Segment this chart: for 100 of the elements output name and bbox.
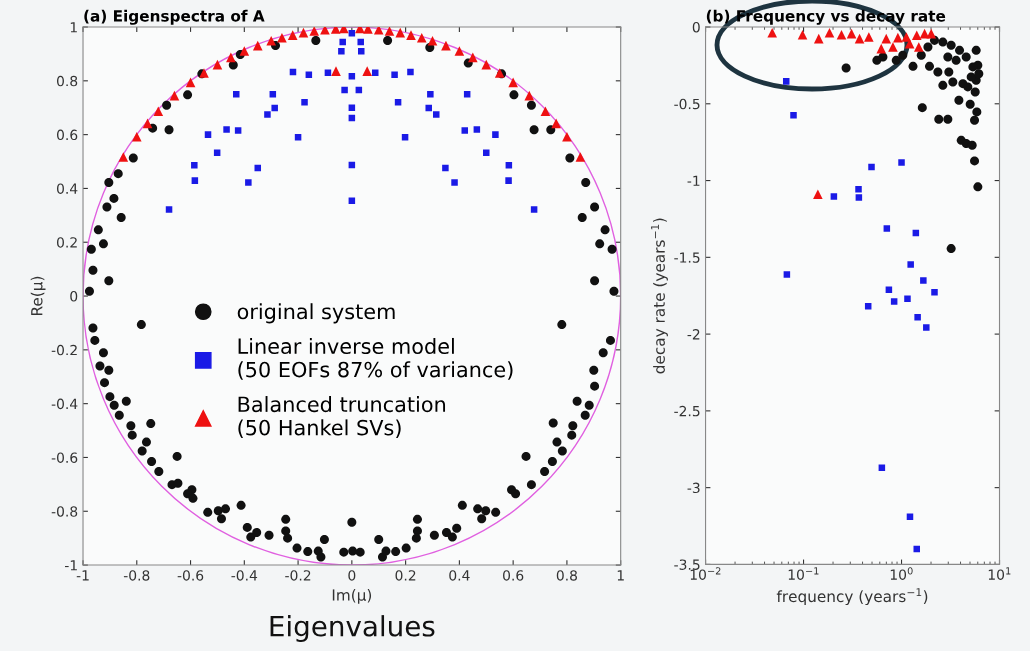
text: Eigenvalues (270, 615, 435, 642)
point (373, 27, 384, 35)
x-tick-label: -0.6 (177, 570, 204, 581)
x-tick-label: 1 (617, 570, 624, 581)
y-tick-label: -1 (687, 175, 700, 186)
x-axis-title: Im(μ) (332, 588, 372, 604)
x-tick-label: 0.8 (556, 570, 578, 581)
point (406, 30, 416, 40)
y-tick-label: -0.5 (674, 98, 700, 110)
point (371, 69, 379, 77)
y-tick-label: -2 (687, 329, 700, 340)
point (348, 104, 356, 111)
point (252, 40, 263, 51)
point (524, 90, 535, 101)
point (226, 52, 236, 63)
y-tick-label: -0.8 (51, 506, 78, 517)
point (264, 111, 271, 118)
point (324, 69, 332, 77)
point (463, 91, 471, 98)
y-tick-label: -3 (687, 482, 700, 494)
point (341, 86, 348, 94)
point (505, 162, 513, 169)
point (562, 131, 572, 142)
point (363, 27, 373, 34)
point (305, 71, 313, 78)
point (468, 52, 478, 63)
y-tick-label: -1.5 (674, 252, 700, 263)
point (339, 38, 346, 46)
x-tick-label: 0.4 (449, 570, 470, 581)
point (239, 46, 250, 56)
x-tick-label: 0.6 (503, 570, 524, 581)
point (232, 91, 240, 98)
x-tick-label: 10$^{1}$ (988, 567, 1011, 580)
point (153, 106, 164, 117)
point (481, 59, 492, 70)
point (505, 177, 512, 184)
point (131, 131, 142, 142)
point (357, 38, 364, 46)
point (483, 149, 490, 156)
point (362, 66, 372, 76)
legend-label: Linear inverse model (50 EOFs 87% of variance) (238, 337, 513, 380)
y-axis-title: Re(μ) (30, 276, 46, 316)
y-axis-title: decay rate (years$^{−1}$) (651, 218, 668, 374)
y-tick-label: 0.8 (56, 75, 78, 87)
point (118, 152, 129, 162)
point (530, 206, 538, 213)
point (338, 47, 345, 55)
legend-label: original system (237, 303, 395, 324)
point (395, 27, 406, 38)
point (575, 152, 586, 162)
y-tick-label: -0.4 (51, 398, 78, 410)
point (358, 47, 365, 55)
point (191, 162, 198, 169)
point (508, 77, 518, 88)
point (427, 91, 434, 98)
point (427, 35, 438, 46)
x-tick-label: 10$^{−1}$ (788, 567, 819, 580)
x-tick-label: -0.2 (285, 570, 311, 581)
y-tick-label: -0.6 (51, 452, 78, 463)
point (191, 177, 199, 184)
point (234, 127, 242, 134)
point (433, 111, 440, 118)
chart-title: (a) Eigenspectra of A (84, 9, 265, 25)
point (416, 32, 427, 43)
point (213, 149, 221, 156)
x-tick-label: 0 (348, 570, 356, 581)
y-tick-label: 0.2 (56, 237, 77, 248)
point (461, 127, 469, 134)
point (451, 179, 458, 186)
point (492, 131, 499, 138)
point (331, 66, 341, 76)
point (320, 27, 330, 35)
point (266, 35, 277, 46)
point (473, 126, 481, 133)
point (348, 72, 356, 80)
point (401, 134, 409, 141)
x-tick-label: 10$^{0}$ (890, 567, 913, 580)
point (384, 27, 395, 36)
x-axis-title: frequency (years$^{−1}$) (776, 588, 928, 606)
point (425, 104, 432, 112)
y-tick-label: -0.2 (51, 344, 77, 356)
point (394, 99, 402, 106)
point (454, 46, 465, 56)
point (269, 91, 277, 98)
x-tick-label: -0.8 (123, 570, 150, 581)
point (391, 71, 398, 78)
y-tick-label: 0 (70, 291, 78, 302)
y-tick-label: 0 (692, 21, 700, 33)
legend-label: Balanced truncation (50 Hankel SVs) (238, 396, 446, 438)
point (245, 179, 252, 186)
point (309, 27, 320, 36)
y-tick-label: -2.5 (674, 405, 700, 417)
point (223, 126, 230, 133)
y-tick-label: -3.5 (674, 559, 700, 570)
x-tick-label: -0.4 (231, 570, 258, 581)
point (442, 164, 449, 172)
y-tick-label: -1 (64, 560, 77, 571)
point (142, 118, 153, 129)
x-tick-label: 0.2 (395, 570, 416, 581)
point (301, 99, 308, 106)
